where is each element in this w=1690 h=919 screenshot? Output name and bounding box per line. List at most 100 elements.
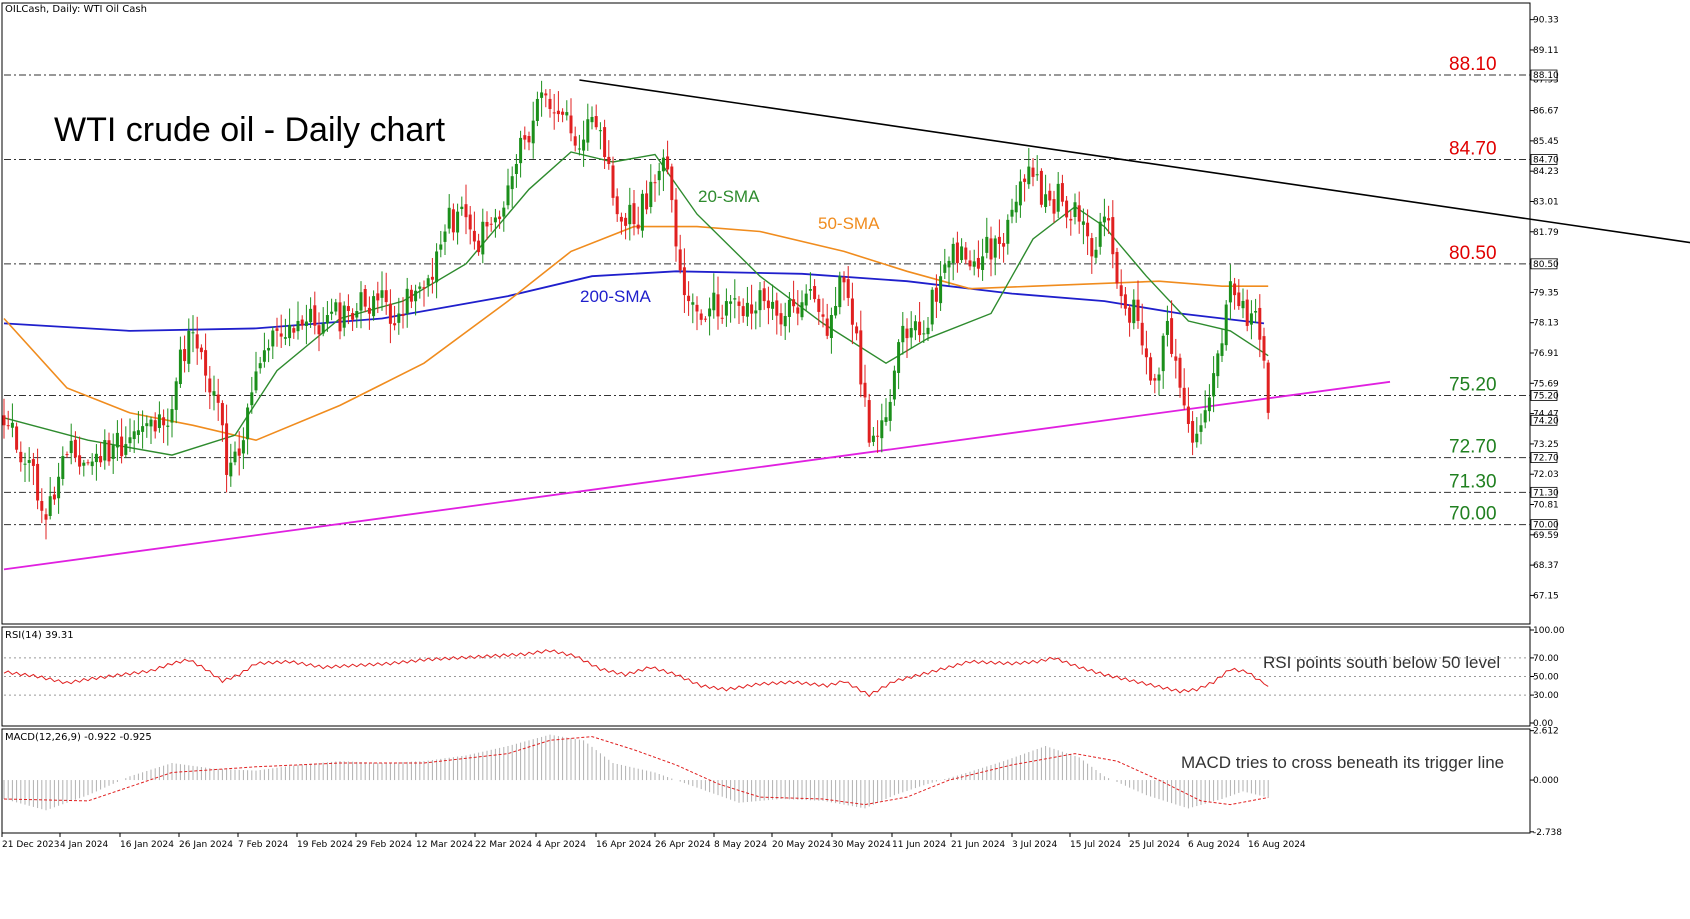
candle-body	[1144, 348, 1148, 358]
candle-body	[960, 246, 964, 261]
candle-body	[506, 185, 510, 206]
candle-body	[1035, 174, 1039, 176]
candle-body	[682, 267, 686, 296]
candle-body	[771, 301, 775, 309]
x-tick-label: 26 Apr 2024	[655, 840, 711, 850]
macd-tick-label: -2.738	[1533, 828, 1562, 838]
candle-body	[15, 426, 19, 450]
candle-body	[1165, 320, 1169, 335]
candle-body	[712, 292, 716, 311]
x-tick-label: 19 Feb 2024	[297, 840, 353, 850]
candle-body	[414, 290, 418, 302]
candle-body	[199, 347, 203, 353]
candle-body	[90, 461, 94, 467]
x-tick-label: 12 Mar 2024	[416, 840, 473, 850]
candle-body	[1056, 183, 1060, 212]
candle-body	[225, 423, 229, 475]
candle-body	[817, 298, 821, 312]
candle-body	[422, 287, 426, 289]
candle-body	[136, 430, 140, 435]
candle-body	[636, 224, 640, 229]
candle-body	[1048, 190, 1052, 201]
candle-body	[355, 311, 359, 318]
candle-body	[838, 276, 842, 308]
candle-body	[1098, 221, 1102, 247]
candle-body	[212, 391, 216, 396]
candle-body	[195, 334, 199, 349]
candle-body	[111, 445, 115, 459]
candle-body	[514, 163, 518, 174]
candle-body	[1153, 378, 1157, 381]
level-tag-label: 70.00	[1533, 521, 1559, 531]
candle-body	[540, 92, 544, 98]
symbol-header: OILCash, Daily: WTI Oil Cash	[5, 4, 147, 15]
candle-body	[44, 514, 48, 520]
price-tick-label: 67.15	[1533, 591, 1559, 601]
macd-panel	[1, 728, 1531, 834]
candle-body	[435, 251, 439, 283]
candle-body	[107, 440, 111, 462]
candle-body	[813, 286, 817, 300]
candle-body	[300, 319, 304, 326]
candle-body	[384, 290, 388, 303]
candle-body	[1073, 202, 1077, 217]
candle-body	[267, 347, 271, 351]
x-tick-label: 6 Aug 2024	[1188, 840, 1240, 850]
candle-body	[1228, 281, 1232, 303]
candle-body	[191, 332, 195, 334]
candle-body	[678, 249, 682, 271]
candle-body	[246, 407, 250, 440]
candle-body	[1023, 178, 1027, 182]
candle-body	[687, 295, 691, 302]
candle-body	[796, 307, 800, 314]
candle-body	[1002, 243, 1006, 247]
sma200-label: 200-SMA	[580, 287, 652, 306]
current-price-tag	[1530, 414, 1558, 426]
candle-body	[162, 417, 166, 426]
candle-body	[573, 136, 577, 146]
candle-body	[493, 217, 497, 223]
candle-body	[288, 324, 292, 339]
candle-body	[1119, 285, 1123, 297]
sma50-label: 50-SMA	[818, 214, 880, 233]
macd-tick-label: 0.000	[1533, 776, 1559, 786]
candle-body	[649, 181, 653, 207]
candle-body	[523, 135, 527, 140]
price-tick-label: 74.47	[1533, 410, 1559, 420]
candle-body	[783, 315, 787, 327]
rsi-tick-label: 50.00	[1533, 673, 1559, 683]
current-price-label: 74.20	[1533, 416, 1559, 426]
price-tick-label: 78.13	[1533, 319, 1559, 329]
candle-body	[460, 206, 464, 209]
candle-body	[1241, 300, 1245, 309]
candle-body	[724, 301, 728, 316]
candle-body	[1245, 299, 1249, 326]
candle-body	[367, 307, 371, 314]
level-label: 75.20	[1449, 374, 1497, 395]
candle-body	[430, 276, 434, 280]
candle-body	[1220, 343, 1224, 356]
x-tick-label: 16 Apr 2024	[596, 840, 652, 850]
candle-body	[1027, 166, 1031, 185]
candle-body	[103, 440, 107, 461]
candle-body	[258, 363, 262, 369]
candle-body	[237, 448, 241, 456]
candle-body	[78, 455, 82, 467]
candle-body	[922, 333, 926, 335]
candle-body	[611, 165, 615, 198]
candle-body	[846, 279, 850, 298]
candle-body	[1102, 216, 1106, 223]
candle-body	[985, 236, 989, 253]
candle-body	[342, 305, 346, 328]
candle-body	[10, 422, 14, 428]
candle-body	[1065, 200, 1069, 218]
candle-body	[825, 318, 829, 336]
candle-body	[586, 119, 590, 143]
candle-body	[1090, 238, 1094, 257]
candle-body	[19, 451, 23, 463]
x-tick-label: 29 Feb 2024	[356, 840, 412, 850]
candle-body	[271, 330, 275, 347]
candle-body	[1161, 335, 1165, 372]
sma200-line	[3, 270, 1265, 332]
candle-body	[670, 166, 674, 201]
